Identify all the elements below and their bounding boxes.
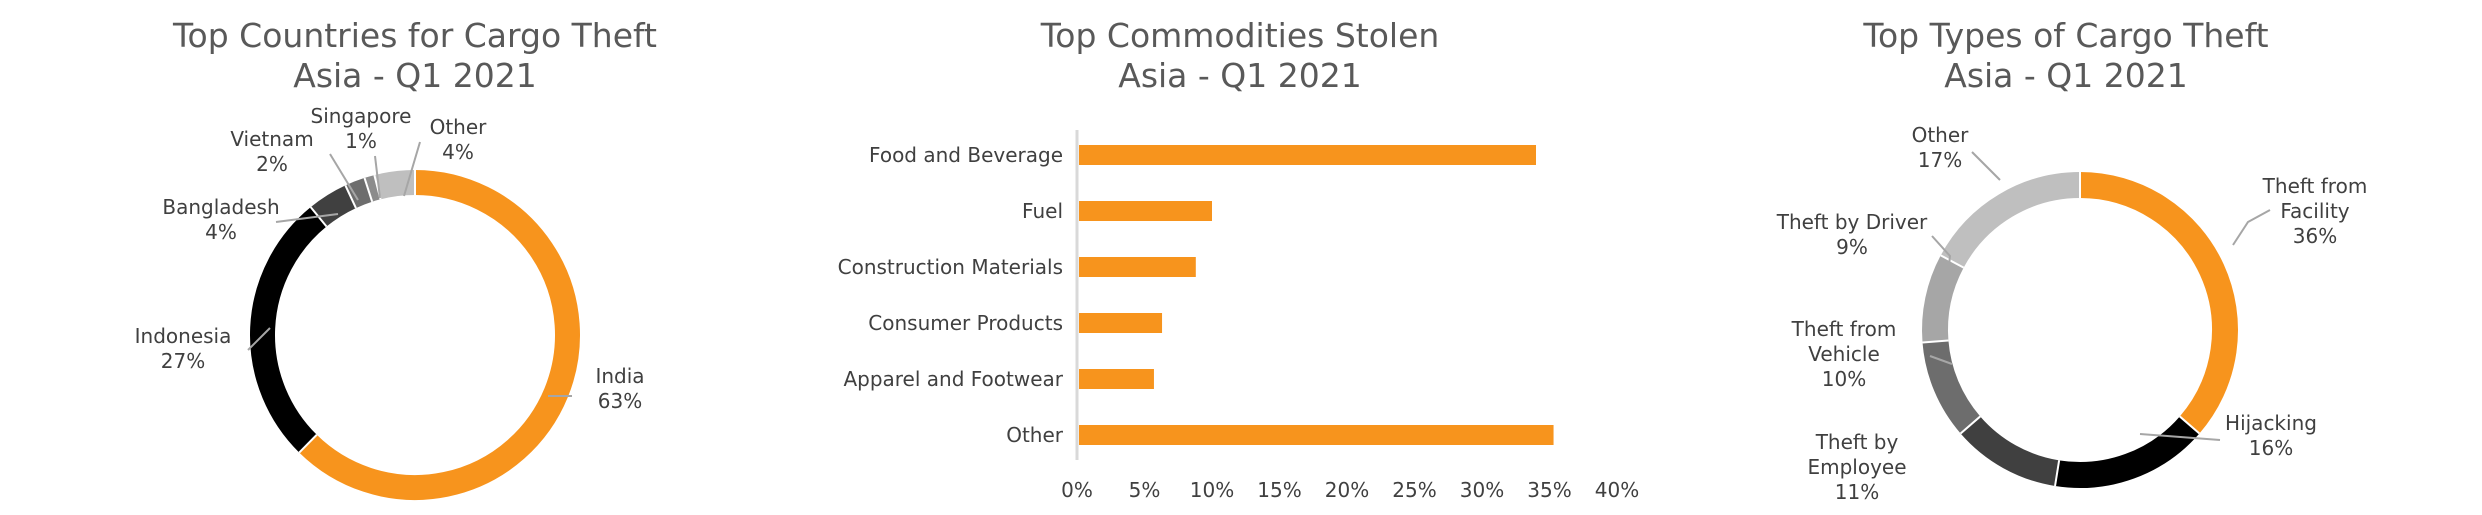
types-slice-hijacking [2055,416,2200,488]
countries-slice-indonesia [250,207,327,453]
types-leader-line-hijacking [2139,433,2221,441]
commodities-chart-panel: Top Commodities Stolen Asia - Q1 2021 Fo… [830,0,1650,515]
types-data-label-theft-from-facility: Theft from Facility 36% [2262,174,2368,248]
types-leader-line-theft-from-facility [2232,209,2271,246]
commodities-bar-consumer-products [1079,313,1163,333]
commodities-x-tick-label: 25% [1392,478,1436,502]
types-chart-title-line2: Asia - Q1 2021 [1944,56,2188,95]
countries-slice-other [374,170,416,200]
types-slice-separator [2054,460,2061,487]
types-slice-separator [1940,254,1965,269]
countries-data-label-indonesia: Indonesia 27% [135,324,232,373]
types-leader-line-theft-from-vehicle [1929,355,1953,365]
types-data-label-other: Other 17% [1912,123,1970,172]
types-slice-separator [1959,415,1981,435]
commodities-bar-fuel [1079,201,1212,221]
types-data-label-theft-from-vehicle: Theft from Vehicle 10% [1791,317,1897,391]
countries-data-label-india: India 63% [595,364,644,413]
countries-leader-line-vietnam [329,153,359,201]
types-data-label-hijacking: Hijacking 16% [2225,411,2317,460]
countries-data-label-singapore: Singapore 1% [311,104,412,153]
commodities-category-label-apparel-and-footwear: Apparel and Footwear [843,367,1063,391]
commodities-chart-title-line2: Asia - Q1 2021 [1118,56,1362,95]
countries-data-label-vietnam: Vietnam 2% [230,127,313,176]
types-slice-separator [1922,339,1949,344]
countries-chart-title-line2: Asia - Q1 2021 [293,56,537,95]
countries-slice-india [299,170,580,500]
countries-slice-singapore [364,175,381,202]
commodities-category-label-other: Other [1006,423,1064,447]
commodities-bar-chart: Food and Beverage Fuel Construction Materi… [838,130,1639,502]
commodities-bar-apparel-and-footwear [1079,369,1154,389]
countries-leader-line-other [403,141,421,197]
types-slice-separator [2179,415,2201,435]
commodities-category-label-food-and-beverage: Food and Beverage [869,143,1063,167]
commodities-bar-construction-materials [1079,257,1196,277]
types-slice-theft-by-driver [1922,255,1964,343]
types-chart-title: Top Types of Cargo Theft Asia - Q1 2021 [1650,16,2482,96]
commodities-bar-food-and-beverage [1079,145,1536,165]
commodities-chart-title-line1: Top Commodities Stolen [1040,16,1440,55]
commodities-x-tick-label: 35% [1527,478,1571,502]
types-leader-line-theft-by-driver [1931,235,1952,277]
countries-data-label-other: Other 4% [430,115,488,164]
types-slice-theft-from-vehicle [1922,340,1981,434]
commodities-x-tick-label: 5% [1129,478,1161,502]
countries-chart-title-line1: Top Countries for Cargo Theft [173,16,657,55]
commodities-bar-other [1079,425,1554,445]
commodities-x-tick-label: 15% [1257,478,1301,502]
countries-data-label-bangladesh: Bangladesh 4% [162,195,279,244]
types-data-label-theft-by-employee: Theft by Employee 11% [1807,430,1906,504]
countries-slice-separator [298,434,318,454]
types-slice-theft-from-facility [2079,172,2238,434]
countries-donut-chart: India 63% Indonesia 27% Bangladesh 4% Vietnam 2… [135,104,645,500]
types-slice-other [1940,172,2081,268]
types-slice-theft-by-employee [1960,416,2060,487]
countries-leader-line-bangladesh [275,213,339,223]
commodities-x-tick-label: 20% [1325,478,1369,502]
countries-chart-panel: Top Countries for Cargo Theft Asia - Q1 … [0,0,830,515]
types-donut-chart: Theft from Facility 36% Hijacking 16% Theft b… [1776,123,2368,504]
countries-leader-line-indonesia [247,327,271,351]
countries-leader-line-singapore [374,155,381,199]
commodities-category-label-construction-materials: Construction Materials [838,255,1063,279]
countries-slice-separator [344,184,357,209]
commodities-x-tick-label: 40% [1595,478,1639,502]
types-chart-title-line1: Top Types of Cargo Theft [1863,16,2269,55]
types-data-label-theft-by-driver: Theft by Driver 9% [1776,210,1928,259]
commodities-x-tick-label: 0% [1061,478,1093,502]
commodities-category-label-fuel: Fuel [1022,199,1063,223]
commodities-x-tick-label: 30% [1460,478,1504,502]
commodities-chart-title: Top Commodities Stolen Asia - Q1 2021 [830,16,1650,96]
countries-chart-title: Top Countries for Cargo Theft Asia - Q1 … [0,16,830,96]
commodities-x-tick-label: 10% [1190,478,1234,502]
types-chart-panel: Top Types of Cargo Theft Asia - Q1 2021 … [1650,0,2482,515]
types-leader-line-other [1971,151,2001,181]
countries-slice-separator [363,177,374,203]
commodities-category-label-consumer-products: Consumer Products [868,311,1063,335]
